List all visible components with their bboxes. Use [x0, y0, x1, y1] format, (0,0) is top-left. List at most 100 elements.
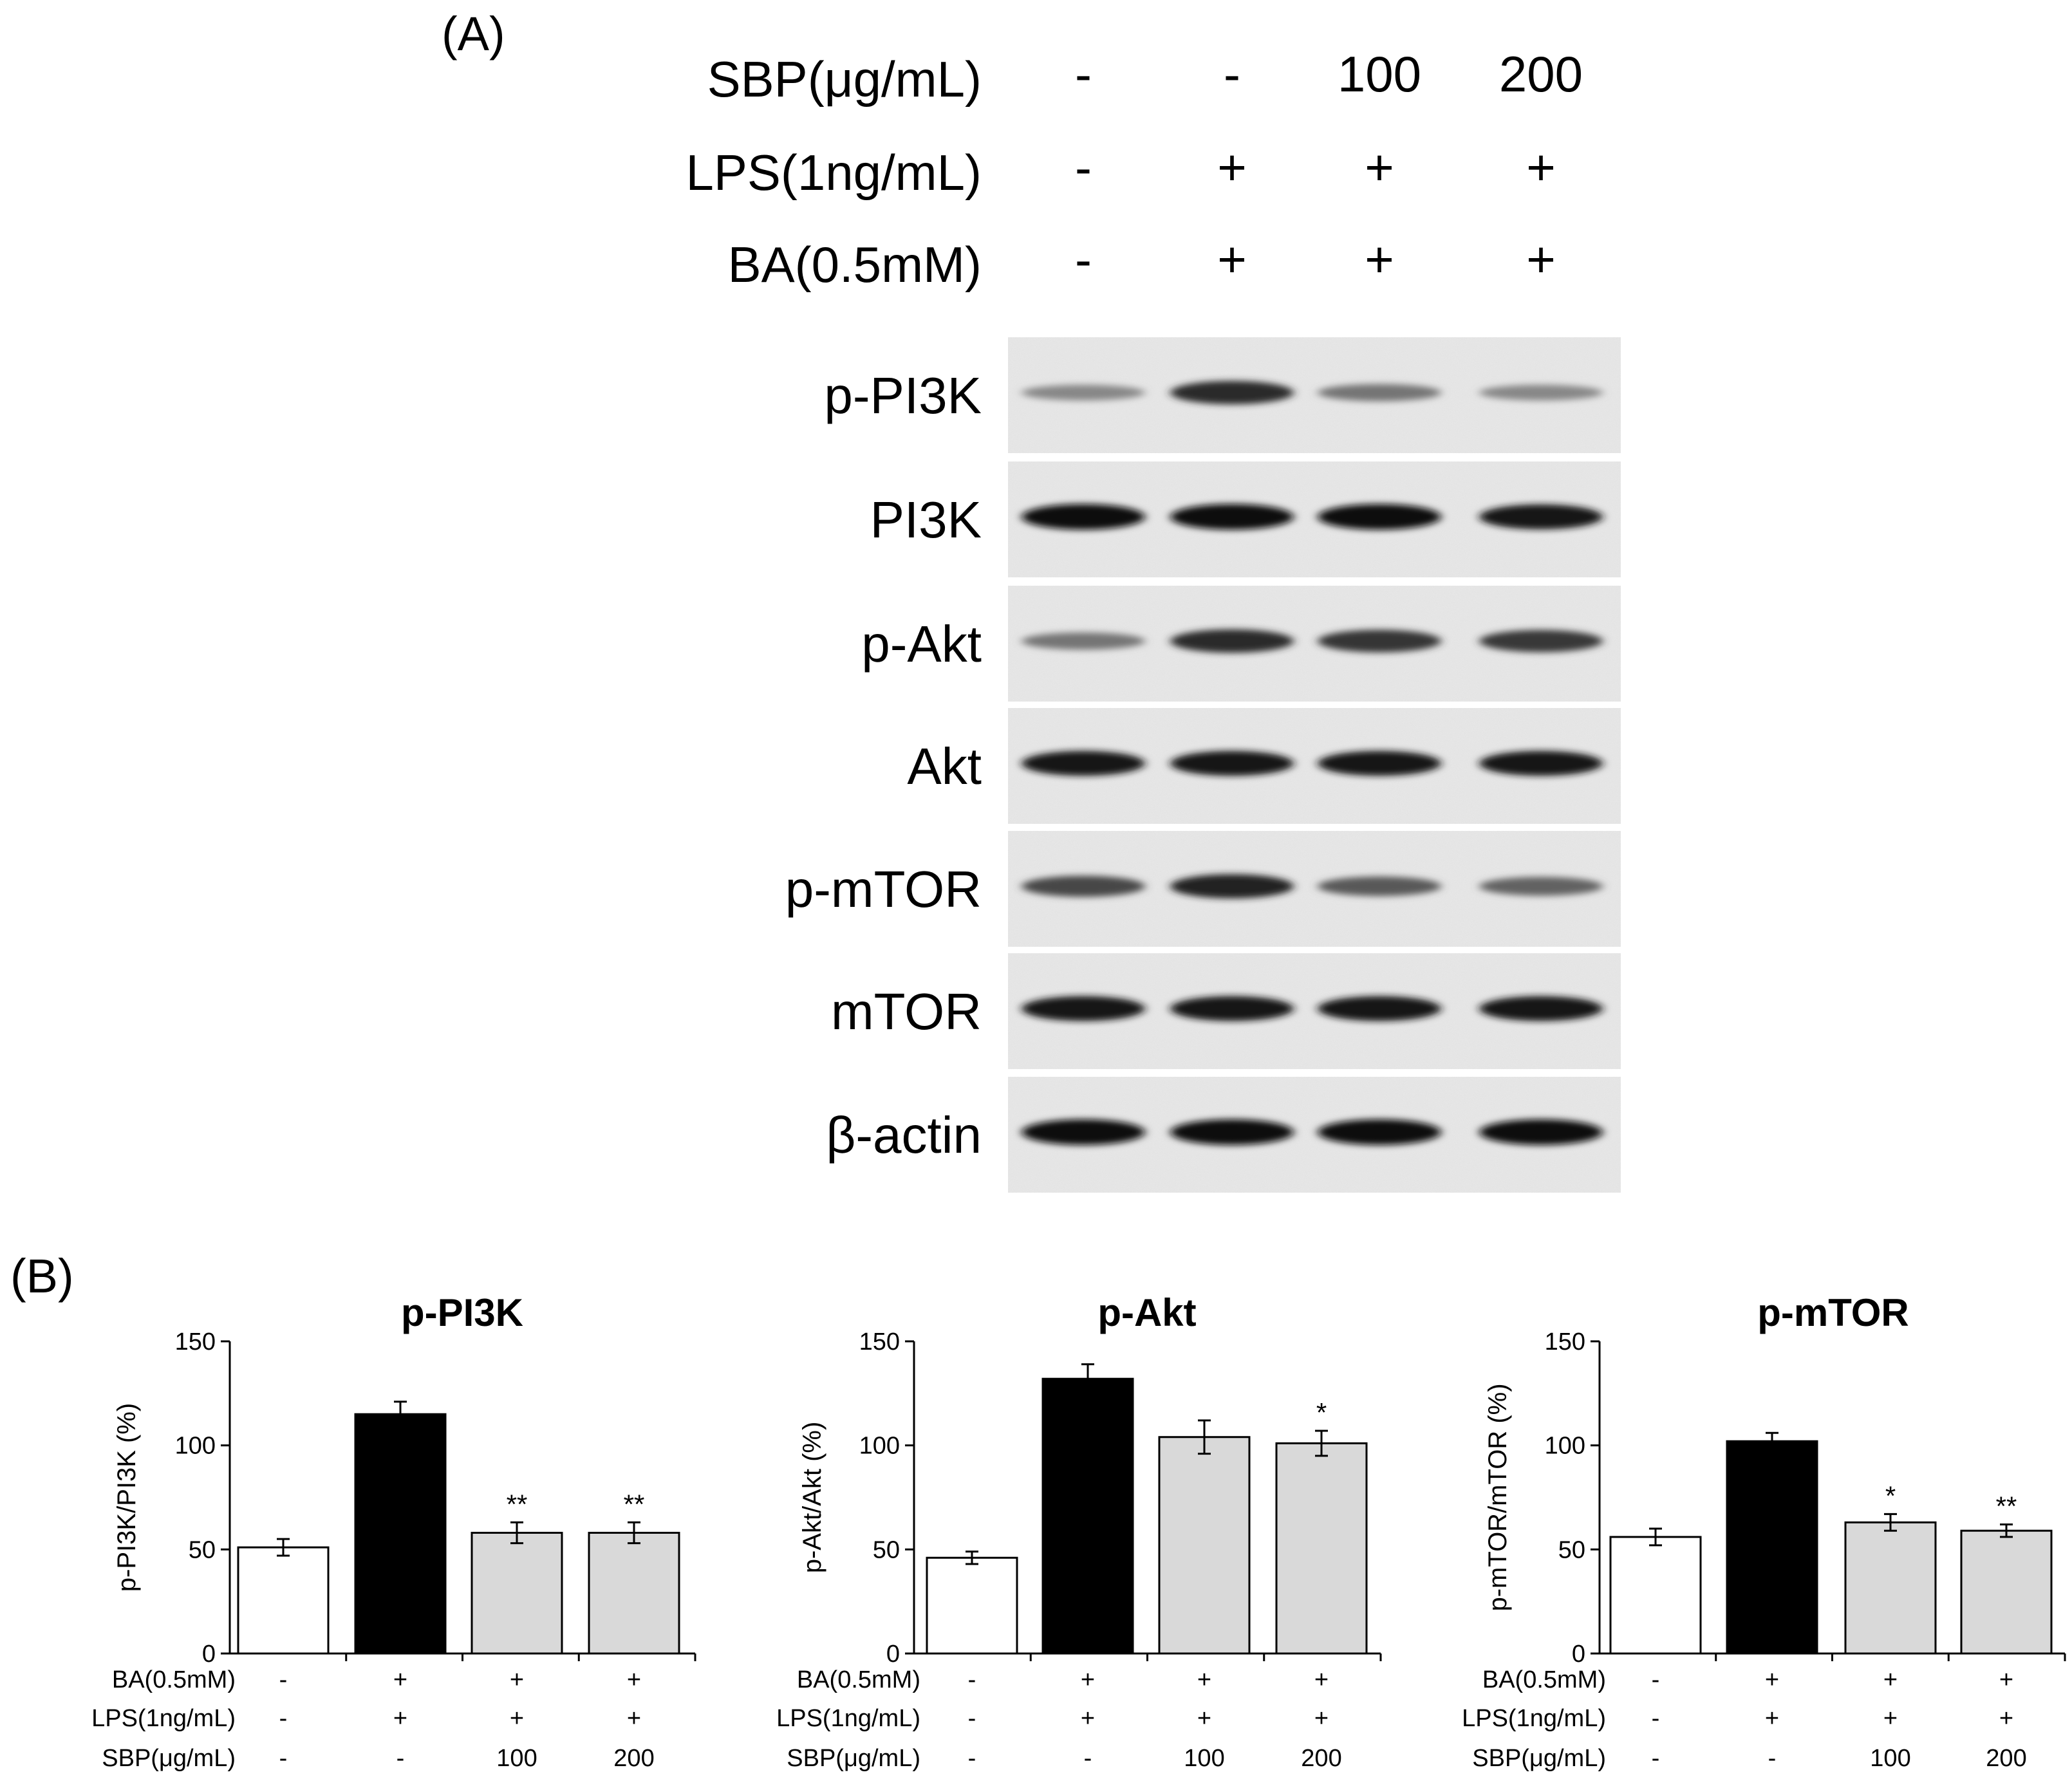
bar: [354, 1413, 447, 1655]
blot-band: [1479, 384, 1603, 401]
bar: [926, 1556, 1018, 1655]
significance-marker: *: [1885, 1480, 1896, 1511]
condition-label-2: BA(0.5mM): [728, 236, 982, 293]
y-tick-label: 100: [1545, 1433, 1585, 1460]
blot-band: [1479, 504, 1603, 530]
condition-value: +: [1765, 1666, 1779, 1693]
condition-label: SBP(μg/mL): [1472, 1745, 1606, 1772]
blot-strip-p-mtor: [1008, 831, 1621, 947]
significance-marker: **: [624, 1489, 645, 1519]
blot-band: [1022, 384, 1145, 401]
y-tick-label: 100: [175, 1433, 216, 1460]
blot-band: [1479, 750, 1603, 776]
condition-value: +: [1081, 1666, 1095, 1693]
blot-strip-mtor: [1008, 953, 1621, 1069]
bar: [588, 1531, 680, 1655]
blot-band: [1022, 875, 1145, 897]
y-tick-label: 0: [886, 1641, 900, 1668]
bar-chart-p-pi3k: p-PI3K p-PI3K/PI3K (%) 0 50 100 150 ** ** BA(0.5…: [91, 1291, 696, 1772]
blot-band: [1022, 504, 1145, 530]
blot-band: [1170, 874, 1294, 899]
condition-value: -: [1224, 46, 1240, 102]
blot-band: [1022, 750, 1145, 776]
condition-value: -: [279, 1705, 288, 1732]
condition-value: 200: [1301, 1745, 1341, 1772]
blot-label: Akt: [907, 738, 982, 795]
blot-label: p-Akt: [861, 615, 982, 673]
panel-a-label: (A): [442, 7, 505, 61]
bar: [1609, 1536, 1702, 1655]
blot-band: [1479, 877, 1603, 896]
condition-value: -: [1075, 46, 1092, 102]
condition-value: -: [1652, 1745, 1660, 1772]
y-axis-label: p-mTOR/mTOR (%): [1484, 1383, 1512, 1611]
blot-band: [1318, 384, 1441, 402]
condition-value: +: [627, 1666, 641, 1693]
chart-title: p-Akt: [1097, 1291, 1196, 1334]
condition-value: 200: [1499, 46, 1583, 102]
blot-band: [1170, 629, 1294, 653]
blot-strip-akt: [1008, 708, 1621, 824]
condition-value: +: [1217, 231, 1247, 288]
blot-label: p-mTOR: [785, 861, 982, 918]
condition-value: +: [627, 1705, 641, 1732]
blot-label: p-PI3K: [824, 367, 982, 424]
condition-value: +: [1365, 231, 1394, 288]
y-tick-label: 100: [859, 1433, 900, 1460]
condition-value: -: [968, 1666, 976, 1693]
y-tick-label: 0: [202, 1641, 216, 1668]
condition-value: +: [1883, 1705, 1898, 1732]
bar: [1275, 1442, 1368, 1655]
blot-band: [1022, 1119, 1145, 1145]
condition-value: 200: [1986, 1745, 2026, 1772]
condition-label-1: LPS(1ng/mL): [686, 144, 982, 201]
blot-label: β-actin: [826, 1106, 982, 1164]
condition-value: +: [1526, 231, 1556, 288]
condition-value: +: [510, 1705, 524, 1732]
significance-marker: **: [507, 1489, 528, 1519]
condition-value: +: [1081, 1705, 1095, 1732]
condition-label-0: SBP(μg/mL): [707, 51, 982, 107]
condition-value: -: [1768, 1745, 1777, 1772]
condition-label: LPS(1ng/mL): [776, 1705, 920, 1732]
condition-value: +: [1999, 1705, 2013, 1732]
blot-band: [1318, 629, 1441, 653]
blot-band: [1318, 504, 1441, 530]
blot-band: [1170, 380, 1294, 405]
blot-label: mTOR: [831, 983, 982, 1040]
blot-band: [1318, 750, 1441, 776]
condition-value: +: [510, 1666, 524, 1693]
y-tick-label: 0: [1572, 1641, 1585, 1668]
y-tick-label: 50: [1558, 1536, 1585, 1563]
condition-label: LPS(1ng/mL): [1462, 1705, 1606, 1732]
chart-title: p-mTOR: [1757, 1291, 1909, 1334]
blot-band: [1170, 750, 1294, 776]
blot-band: [1479, 629, 1603, 653]
y-tick-label: 50: [873, 1536, 900, 1563]
condition-value: -: [1652, 1666, 1660, 1693]
y-axis-label: p-Akt/Akt (%): [798, 1422, 826, 1574]
blot-band: [1170, 1119, 1294, 1145]
condition-label: SBP(μg/mL): [787, 1745, 920, 1772]
blot-band: [1170, 504, 1294, 530]
bar: [1041, 1377, 1134, 1655]
condition-value: +: [1526, 139, 1556, 196]
blot-band: [1479, 996, 1603, 1021]
condition-value: +: [1365, 139, 1394, 196]
condition-value: -: [968, 1745, 976, 1772]
blot-strip-p-akt: [1008, 586, 1621, 702]
condition-value: -: [279, 1745, 288, 1772]
condition-value: +: [393, 1666, 407, 1693]
significance-marker: **: [1996, 1491, 2017, 1522]
condition-value: -: [1652, 1705, 1660, 1732]
blot-strip-pi3k: [1008, 461, 1621, 577]
condition-label: BA(0.5mM): [797, 1666, 920, 1693]
condition-value: -: [397, 1745, 405, 1772]
condition-value: +: [393, 1705, 407, 1732]
bar: [1158, 1436, 1251, 1655]
blot-band: [1318, 876, 1441, 897]
significance-marker: *: [1316, 1397, 1327, 1428]
